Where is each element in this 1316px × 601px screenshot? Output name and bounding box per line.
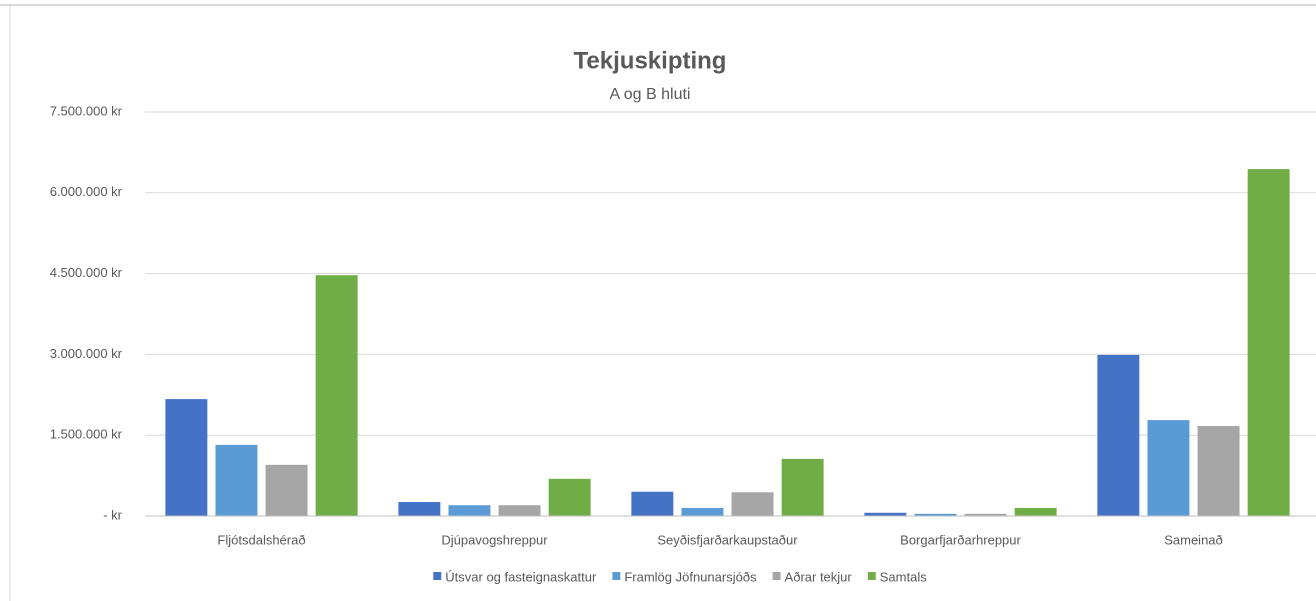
y-tick-label: 7.500.000 kr bbox=[50, 103, 123, 118]
bar bbox=[681, 507, 724, 516]
bar bbox=[1014, 507, 1057, 516]
x-tick-label: Fljótsdalshérað bbox=[217, 532, 305, 547]
x-tick-label: Borgarfjarðarhreppur bbox=[900, 532, 1021, 547]
bar bbox=[864, 512, 907, 516]
chart-title: Tekjuskipting bbox=[574, 47, 727, 74]
legend-swatch bbox=[772, 572, 781, 580]
y-tick-label: 4.500.000 kr bbox=[50, 265, 123, 280]
bar bbox=[1197, 426, 1240, 516]
bar bbox=[781, 458, 824, 516]
bar bbox=[265, 464, 308, 516]
legend-label: Aðrar tekjur bbox=[785, 569, 853, 584]
bar bbox=[631, 491, 674, 516]
x-tick-label: Djúpavogshreppur bbox=[441, 532, 548, 547]
bar bbox=[165, 399, 208, 516]
legend-swatch bbox=[612, 572, 621, 580]
x-tick-label: Seyðisfjarðarkaupstaður bbox=[657, 532, 798, 547]
legend-label: Útsvar og fasteignaskattur bbox=[445, 569, 597, 584]
bar bbox=[215, 444, 258, 516]
legend-swatch bbox=[433, 572, 442, 580]
y-tick-label: 1.500.000 kr bbox=[50, 427, 123, 442]
chart-subtitle: A og B hluti bbox=[610, 86, 691, 103]
y-tick-label: 3.000.000 kr bbox=[50, 346, 123, 361]
y-tick-label: 6.000.000 kr bbox=[50, 184, 123, 199]
bar bbox=[498, 505, 541, 516]
bar bbox=[548, 478, 591, 516]
bar bbox=[1147, 420, 1190, 516]
x-tick-label: Sameinað bbox=[1164, 532, 1223, 547]
bar bbox=[914, 513, 957, 516]
bar bbox=[315, 275, 358, 516]
bar bbox=[448, 505, 491, 516]
legend-label: Framlög Jöfnunarsjóðs bbox=[624, 569, 757, 584]
bar bbox=[1247, 169, 1290, 516]
y-tick-label: - kr bbox=[103, 507, 122, 522]
legend-swatch bbox=[867, 572, 876, 580]
bar bbox=[1097, 354, 1140, 516]
bar bbox=[964, 513, 1007, 516]
bar bbox=[398, 501, 441, 516]
legend-label: Samtals bbox=[880, 569, 927, 584]
bar bbox=[731, 492, 774, 516]
